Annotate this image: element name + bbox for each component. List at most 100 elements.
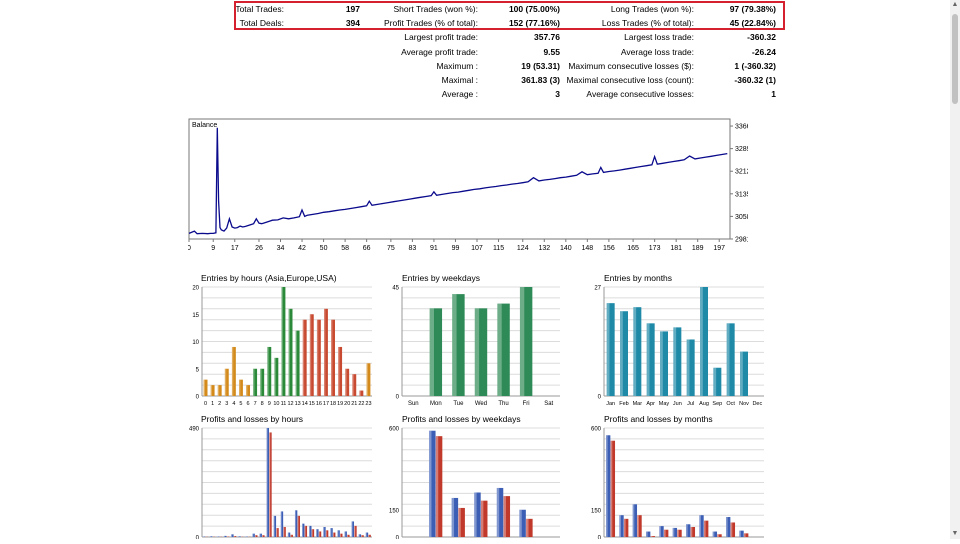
bar-highlight — [288, 533, 289, 537]
xtick-label: Aug — [699, 401, 709, 407]
bar-highlight — [326, 530, 327, 537]
balance-xtick-label: 26 — [255, 245, 263, 252]
stat-label: Maximal : — [442, 73, 478, 87]
xtick-label: 0 — [204, 401, 207, 407]
bar-highlight — [281, 511, 282, 537]
bar-highlight — [283, 527, 284, 537]
bar-highlight — [347, 535, 348, 537]
balance-xtick-label: 165 — [627, 245, 639, 252]
balance-xtick-label: 140 — [560, 245, 572, 252]
xtick-label: Jun — [673, 401, 682, 407]
ytick-label: 150 — [591, 508, 602, 514]
xtick-label: Dec — [752, 401, 762, 407]
bar-highlight — [452, 498, 454, 537]
bar-highlight — [475, 308, 479, 396]
xtick-label: 8 — [261, 401, 264, 407]
xtick-label: 2 — [218, 401, 221, 407]
bar-highlight — [687, 339, 690, 396]
xtick-label: Thu — [498, 401, 508, 407]
bar-highlight — [646, 532, 648, 537]
bar-highlight — [744, 533, 746, 537]
highlight-box — [234, 1, 785, 30]
bar-highlight — [269, 432, 270, 537]
bar-highlight — [607, 303, 610, 396]
xtick-label: Apr — [646, 401, 655, 407]
bar-highlight — [367, 363, 368, 396]
ytick-label: 20 — [192, 286, 199, 292]
bar-highlight — [323, 527, 324, 537]
bar-highlight — [253, 369, 254, 396]
bar-highlight — [691, 527, 693, 537]
bar-highlight — [274, 358, 275, 396]
bar-highlight — [704, 521, 706, 537]
bar-highlight — [333, 533, 334, 537]
bar-highlight — [267, 428, 268, 537]
bar-highlight — [731, 522, 733, 537]
balance-xtick-label: 75 — [387, 245, 395, 252]
xtick-label: 12 — [287, 401, 293, 407]
bar-highlight — [331, 320, 332, 396]
bar-highlight — [637, 515, 639, 537]
bar-highlight — [481, 501, 483, 537]
stat-value: 9.55 — [543, 45, 560, 59]
balance-xtick-label: 132 — [538, 245, 550, 252]
bar-highlight — [611, 441, 613, 537]
bar-highlight — [624, 519, 626, 537]
bar-highlight — [316, 529, 317, 537]
xtick-label: Tue — [453, 401, 464, 407]
bar-highlight — [727, 323, 730, 396]
stat-label: Maximal consecutive loss (count): — [566, 73, 694, 87]
bar-highlight — [239, 380, 240, 396]
bar-highlight — [673, 327, 676, 396]
bar-highlight — [289, 309, 290, 396]
bar-highlight — [246, 385, 247, 396]
bar-highlight — [337, 530, 338, 537]
balance-chart: Balance298130583135321232893366091726344… — [188, 118, 748, 258]
xtick-label: Sun — [408, 401, 419, 407]
ytick-label: 490 — [189, 427, 200, 433]
bar-highlight — [352, 374, 353, 396]
xtick-label: 21 — [351, 401, 357, 407]
bar-highlight — [497, 304, 501, 396]
scroll-up-icon[interactable]: ▲ — [950, 0, 960, 10]
bar-highlight — [606, 435, 608, 537]
entries-by-weekdays-title: Entries by weekdays — [402, 273, 480, 283]
bar-highlight — [309, 526, 310, 537]
bar-highlight — [352, 521, 353, 537]
balance-xtick-label: 91 — [430, 245, 438, 252]
ytick-label: 27 — [594, 286, 601, 292]
balance-xtick-label: 173 — [649, 245, 661, 252]
balance-ytick-label: 3135 — [735, 191, 748, 198]
xtick-label: May — [659, 401, 670, 407]
scrollbar-thumb[interactable] — [952, 14, 958, 104]
xtick-label: Mon — [430, 401, 442, 407]
bar-highlight — [317, 320, 318, 396]
bar-highlight — [366, 533, 367, 537]
scroll-down-icon[interactable]: ▼ — [950, 529, 960, 539]
xtick-label: Wed — [475, 401, 487, 407]
balance-ytick-label: 3212 — [735, 169, 748, 176]
balance-xtick-label: 156 — [603, 245, 615, 252]
bar-highlight — [291, 535, 292, 537]
bar-highlight — [359, 534, 360, 537]
stat-value: 3 — [555, 87, 560, 101]
balance-xtick-label: 66 — [363, 245, 371, 252]
bar-highlight — [726, 517, 728, 537]
ytick-label: 0 — [396, 536, 400, 540]
bar-highlight — [620, 311, 623, 396]
bar-highlight — [713, 532, 715, 537]
bar-highlight — [677, 530, 679, 537]
xtick-label: Sep — [712, 401, 722, 407]
xtick-label: Jul — [687, 401, 694, 407]
bar-highlight — [699, 515, 701, 537]
bar-highlight — [633, 504, 635, 537]
bar-highlight — [218, 385, 219, 396]
xtick-label: Sat — [544, 401, 553, 407]
vertical-scrollbar[interactable]: ▲ ▼ — [950, 0, 960, 539]
xtick-label: Fri — [523, 401, 530, 407]
bar-highlight — [303, 320, 304, 396]
